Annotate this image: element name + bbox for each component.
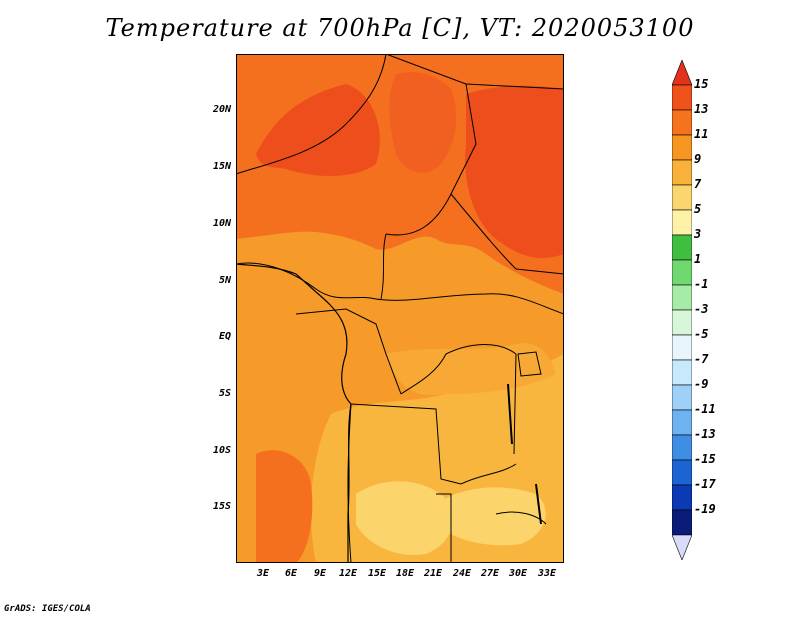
colorbar-label: -19 <box>694 502 716 516</box>
map-title: Temperature at 700hPa [C], VT: 202005310… <box>105 14 695 42</box>
colorbar-swatch <box>672 184 692 211</box>
map-frame <box>236 54 564 563</box>
lon-label: 12E <box>338 568 358 579</box>
colorbar-label: 7 <box>694 177 702 191</box>
colorbar-swatch <box>672 484 692 511</box>
colorbar-swatch <box>672 209 692 236</box>
lat-label: 20N <box>212 104 231 115</box>
cool-zone-central <box>386 343 556 396</box>
colorbar-label: 13 <box>694 102 709 116</box>
colorbar-label: 15 <box>694 77 709 91</box>
lon-label: 18E <box>395 568 415 579</box>
hot-zone-chad <box>389 72 457 173</box>
colorbar-label: -9 <box>694 377 709 391</box>
lon-label: 30E <box>508 568 528 579</box>
colorbar-bottom-arrow <box>672 534 692 560</box>
colorbar-label: -15 <box>694 452 716 466</box>
colorbar-label: -13 <box>694 427 716 441</box>
lat-label: EQ <box>218 331 231 342</box>
colorbar-label: -1 <box>694 277 709 291</box>
colorbar-label: -17 <box>694 477 716 491</box>
colorbar-label: -7 <box>694 352 709 366</box>
colorbar-swatch <box>672 234 692 261</box>
colorbar-swatch <box>672 359 692 386</box>
colorbar-label: 1 <box>694 252 702 266</box>
lake-victoria <box>517 351 542 377</box>
colorbar-swatch <box>672 284 692 311</box>
lon-label: 3E <box>256 568 270 579</box>
colorbar <box>672 60 692 560</box>
colorbar-swatch <box>672 384 692 411</box>
colorbar-label: -11 <box>694 402 716 416</box>
lat-label: 5N <box>218 275 231 286</box>
colorbar-swatch <box>672 509 692 536</box>
lat-label: 15N <box>212 161 231 172</box>
lon-label: 9E <box>313 568 327 579</box>
lake-tanganyika <box>507 383 513 445</box>
pale-zone-zambia <box>436 487 546 546</box>
lon-label: 33E <box>537 568 557 579</box>
colorbar-swatch <box>672 84 692 111</box>
colorbar-label: -5 <box>694 327 709 341</box>
colorbar-swatch <box>672 134 692 161</box>
hot-zone-sahel <box>256 84 380 176</box>
lat-label: 10N <box>212 218 231 229</box>
pale-zone-namibia <box>356 481 454 555</box>
lat-label: 10S <box>212 445 231 456</box>
colorbar-label: 11 <box>694 127 709 141</box>
colorbar-swatch <box>672 459 692 486</box>
lake-malawi <box>535 483 542 525</box>
hot-zone-sudan <box>465 85 564 259</box>
colorbar-swatch <box>672 334 692 361</box>
colorbar-label: 5 <box>694 202 702 216</box>
colorbar-swatch <box>672 109 692 136</box>
colorbar-label: -3 <box>694 302 709 316</box>
lon-label: 15E <box>367 568 387 579</box>
colorbar-swatch <box>672 434 692 461</box>
colorbar-label: 9 <box>694 152 702 166</box>
colorbar-swatch <box>672 309 692 336</box>
credit-text: GrADS: IGES/COLA <box>4 604 91 614</box>
lat-label: 5S <box>218 388 231 399</box>
country-borders <box>236 54 564 563</box>
lon-label: 21E <box>423 568 443 579</box>
lon-label: 24E <box>452 568 472 579</box>
colorbar-swatch <box>672 259 692 286</box>
coastline <box>236 263 352 563</box>
colorbar-swatch <box>672 159 692 186</box>
lat-label: 15S <box>212 501 231 512</box>
lon-label: 6E <box>284 568 298 579</box>
colorbar-swatch <box>672 409 692 436</box>
lon-label: 27E <box>480 568 500 579</box>
colorbar-label: 3 <box>694 227 702 241</box>
warm-zone-southwest <box>256 450 313 563</box>
colorbar-top-arrow <box>672 60 692 86</box>
temperature-map <box>236 54 564 563</box>
